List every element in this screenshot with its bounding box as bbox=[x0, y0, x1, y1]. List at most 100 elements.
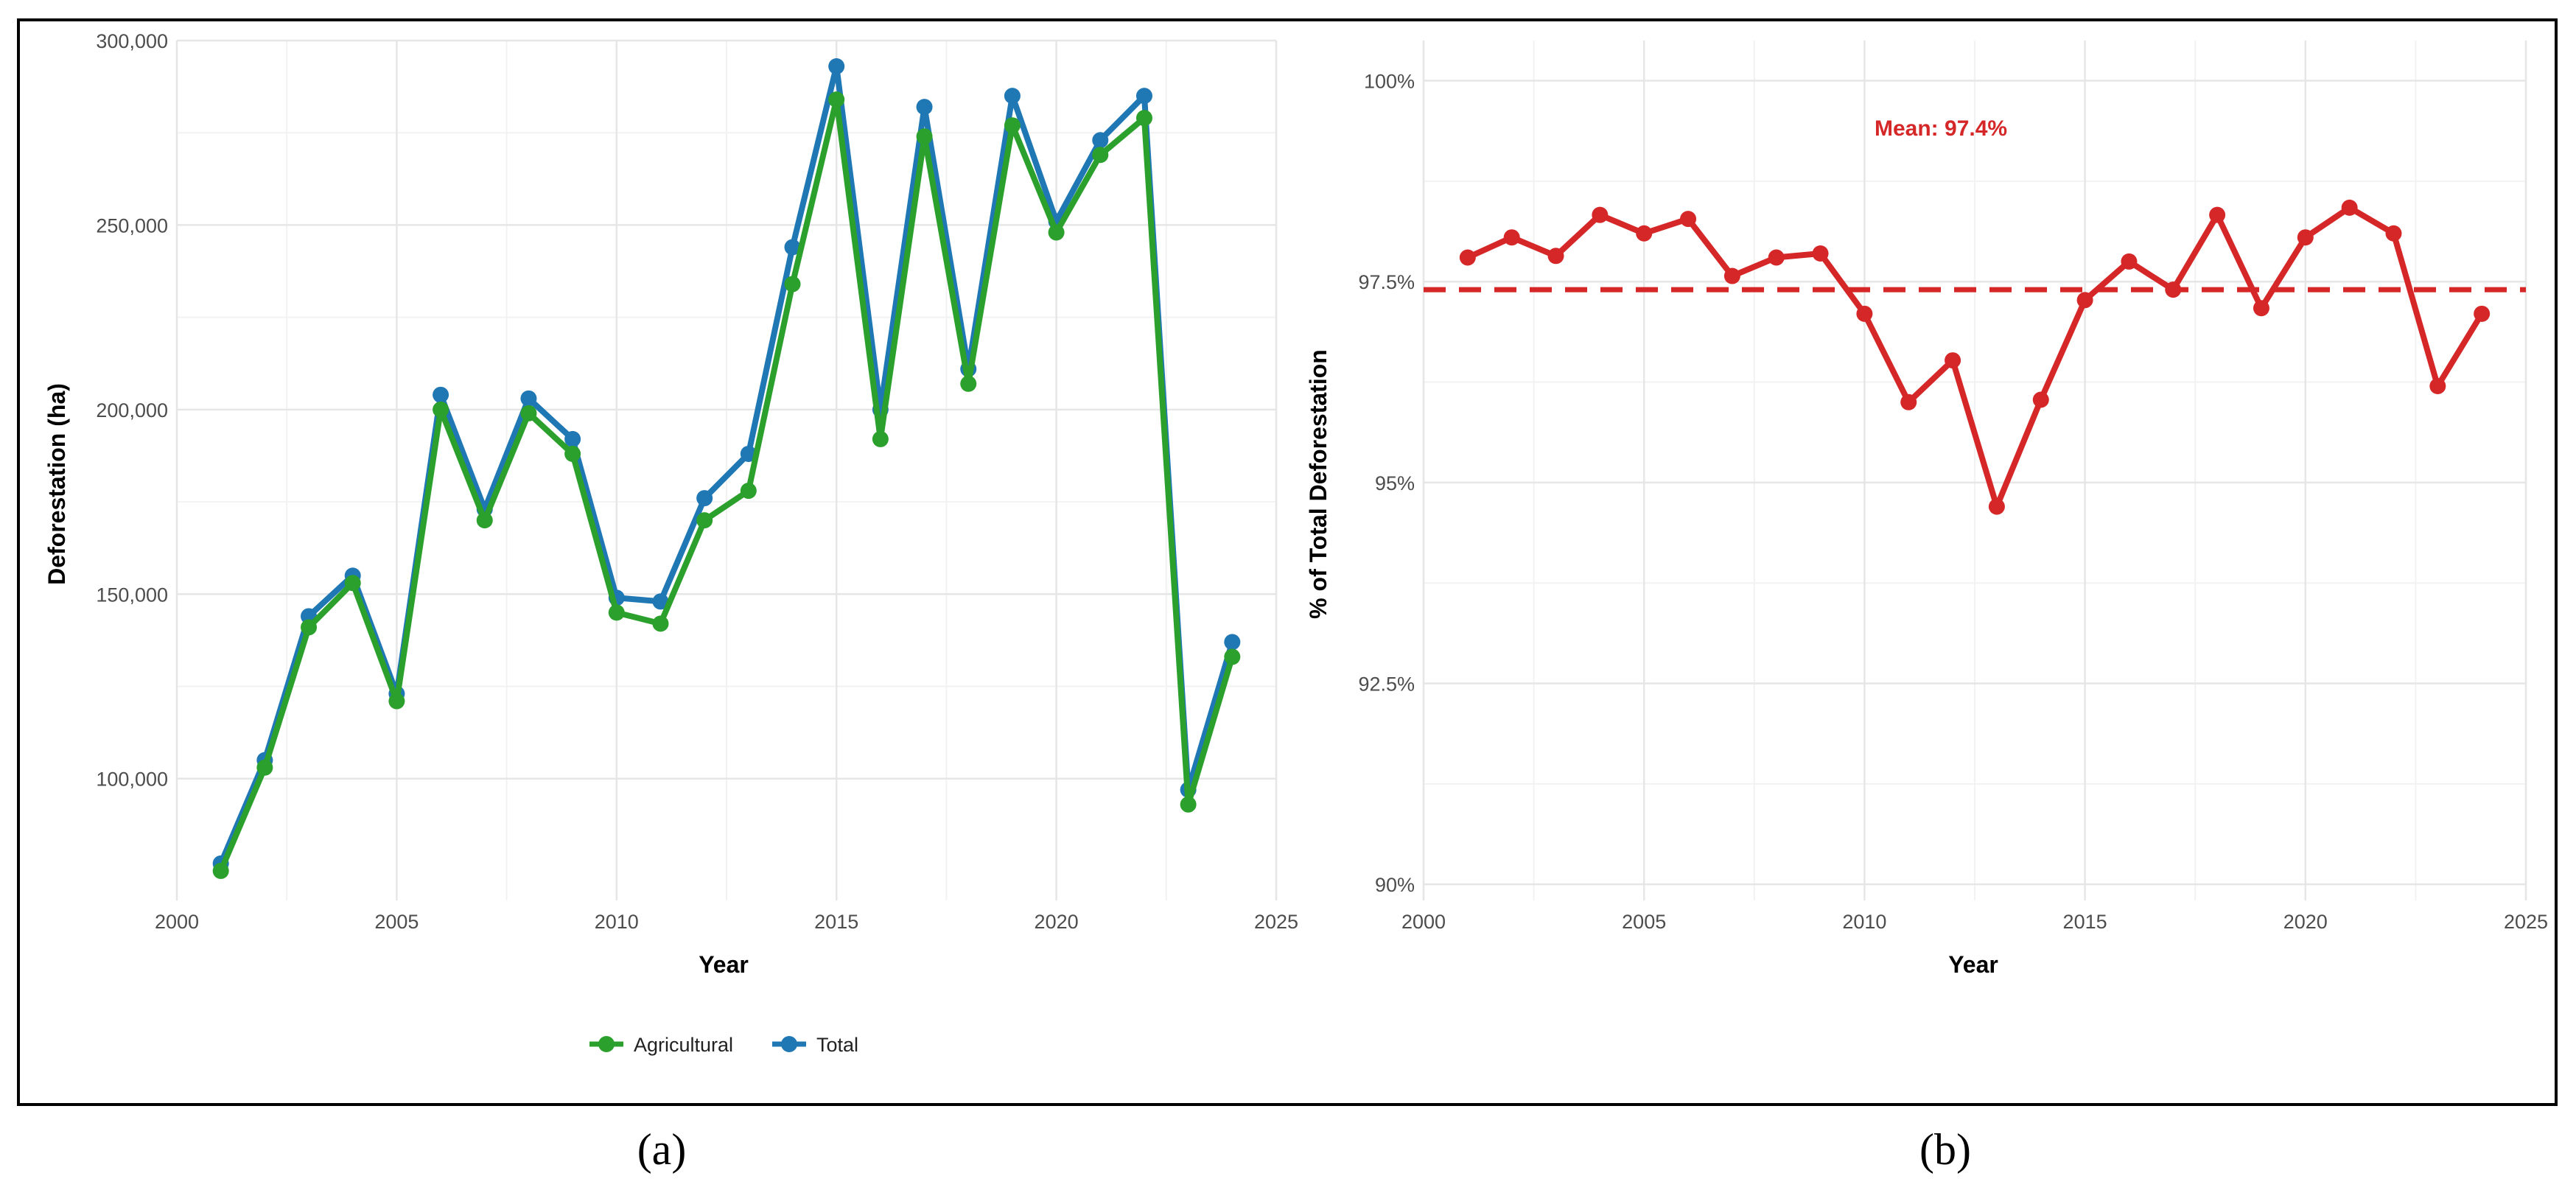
panel-a-y-tick-labels: 100,000 150,000 200,000 250,000 300,000 bbox=[96, 30, 168, 791]
panel-b-series-point bbox=[2209, 206, 2226, 223]
panel-a-agricultural-point bbox=[1004, 117, 1021, 134]
panel-b-series-point bbox=[2341, 199, 2358, 216]
panel-b-x-tick-labels: 2000 2005 2010 2015 2020 2025 bbox=[1401, 911, 2548, 933]
panel-b-mean-annotation: Mean: 97.4% bbox=[1875, 116, 2007, 141]
panel-b-series-point bbox=[1636, 225, 1653, 242]
panel-b-series-point bbox=[1723, 267, 1740, 284]
panel-b-series-point bbox=[1680, 211, 1697, 228]
panel-a-total-point bbox=[828, 58, 845, 75]
panel-b-x-axis-title: Year bbox=[1948, 951, 1998, 978]
panel-b-y-tick-label: 92.5% bbox=[1358, 673, 1415, 696]
panel-a-agricultural-point bbox=[1135, 110, 1152, 127]
panel-b-y-tick-label: 97.5% bbox=[1358, 271, 1415, 293]
panel-b-series-point bbox=[2429, 377, 2446, 394]
panel-a-x-tick-labels: 2000 2005 2010 2015 2020 2025 bbox=[155, 911, 1298, 933]
panel-a-agricultural-point bbox=[608, 604, 625, 621]
panel-a-y-tick-label: 150,000 bbox=[96, 584, 168, 606]
panel-a-gridlines bbox=[175, 39, 1278, 900]
legend-agricultural-label: Agricultural bbox=[634, 1034, 733, 1056]
panel-b-x-tick-label: 2020 bbox=[2283, 911, 2328, 933]
panel-a-total-point bbox=[1004, 88, 1021, 105]
panel-a-agricultural-point bbox=[564, 445, 581, 462]
panel-a-x-tick-label: 2005 bbox=[374, 911, 419, 933]
panel-b-series-point bbox=[1945, 352, 1961, 369]
panel-b-series-point bbox=[2076, 292, 2093, 309]
panel-a-agricultural-point bbox=[256, 759, 273, 776]
figure-frame bbox=[17, 18, 2558, 1106]
panel-b-y-tick-labels: 90% 92.5% 95% 97.5% 100% bbox=[1358, 71, 1415, 897]
panel-b-series-point bbox=[1900, 393, 1917, 410]
panel-a-x-tick-label: 2025 bbox=[1254, 911, 1298, 933]
panel-b-gridlines bbox=[1422, 41, 2527, 900]
panel-b-x-tick-label: 2005 bbox=[1622, 911, 1666, 933]
panel-a-agricultural-point bbox=[344, 575, 361, 592]
panel-b-series-point bbox=[2121, 253, 2138, 270]
panel-a-total-point bbox=[916, 99, 933, 116]
panel-b-series-point bbox=[2165, 281, 2182, 298]
panel-b-x-tick-label: 2025 bbox=[2504, 911, 2548, 933]
panel-a-y-tick-label: 100,000 bbox=[96, 769, 168, 791]
panel-a-x-tick-label: 2020 bbox=[1035, 911, 1079, 933]
panel-label-a: (a) bbox=[637, 1125, 687, 1174]
panel-b-x-tick-label: 2010 bbox=[1842, 911, 1886, 933]
panel-a-x-tick-label: 2000 bbox=[155, 911, 199, 933]
panel-b-series-point bbox=[1547, 248, 1564, 265]
panel-b-series-point bbox=[2253, 300, 2269, 317]
panel-b-y-axis-title: % of Total Deforestation bbox=[1305, 349, 1331, 619]
legend-total-marker bbox=[781, 1036, 797, 1052]
panel-a-agricultural-point bbox=[1092, 147, 1109, 164]
legend-item-agricultural: Agricultural bbox=[589, 1034, 733, 1056]
panel-a-agricultural-point bbox=[433, 401, 449, 418]
panel-a-agricultural-point bbox=[1048, 224, 1065, 241]
panel-a-total-point bbox=[433, 386, 449, 403]
panel-b-x-tick-label: 2000 bbox=[1401, 911, 1446, 933]
panel-a-agricultural-point bbox=[520, 405, 537, 421]
panel-a-agricultural-point bbox=[212, 862, 229, 879]
panel-b-series-point bbox=[1459, 249, 1476, 266]
panel-b-series-point bbox=[2297, 229, 2314, 246]
panel-b-series-point bbox=[1503, 229, 1520, 246]
panel-a-total-point bbox=[1135, 88, 1152, 105]
panel-a-agricultural-point bbox=[1224, 648, 1241, 665]
panel-a-total-point bbox=[1224, 634, 1241, 651]
panel-b-series-point bbox=[1768, 249, 1785, 266]
panel-b-y-tick-label: 95% bbox=[1375, 472, 1415, 494]
panel-a-total-point bbox=[696, 490, 713, 507]
legend-total-label: Total bbox=[816, 1034, 858, 1056]
panel-a-agricultural-point bbox=[872, 430, 889, 447]
panel-a-series bbox=[212, 58, 1241, 879]
panel-a-agricultural-point bbox=[696, 512, 713, 529]
panel-b-series bbox=[1459, 199, 2491, 515]
panel-b-series-point bbox=[1592, 206, 1609, 223]
panel-a-total-point bbox=[520, 390, 537, 407]
panel-label-b: (b) bbox=[1919, 1125, 1971, 1174]
panel-a-agricultural-point bbox=[301, 619, 318, 636]
panel-a-chart: 100,000 150,000 200,000 250,000 300,000 2000… bbox=[43, 30, 1298, 1056]
panel-a-agricultural-point bbox=[652, 615, 669, 632]
panel-b-x-tick-label: 2015 bbox=[2063, 911, 2107, 933]
panel-a-total-point bbox=[784, 239, 801, 256]
panel-a-y-tick-label: 200,000 bbox=[96, 399, 168, 421]
panel-a-agricultural-point bbox=[476, 512, 493, 529]
panel-a-total-point bbox=[564, 430, 581, 447]
panel-a-agricultural-line bbox=[217, 97, 1236, 874]
panel-a-agricultural-point bbox=[916, 128, 933, 145]
legend-agricultural-marker bbox=[598, 1036, 615, 1052]
panel-a-x-tick-label: 2015 bbox=[814, 911, 858, 933]
panel-a-agricultural-point bbox=[784, 276, 801, 293]
panel-b-y-tick-label: 90% bbox=[1375, 874, 1415, 896]
panel-a-agricultural-point bbox=[740, 483, 757, 500]
panel-a-agricultural-point bbox=[960, 375, 977, 392]
panel-a-x-tick-label: 2010 bbox=[595, 911, 639, 933]
panel-b-series-point bbox=[2474, 305, 2491, 322]
panel-a-y-tick-label: 250,000 bbox=[96, 214, 168, 237]
panel-a-y-axis-title: Deforestation (ha) bbox=[43, 383, 70, 585]
panel-b-chart: 90% 92.5% 95% 97.5% 100% 2000 2005 2010 2015 202… bbox=[1305, 41, 2548, 978]
panel-b-series-point bbox=[1856, 305, 1873, 322]
legend-item-total: Total bbox=[772, 1034, 858, 1056]
panel-b-series-point bbox=[2385, 225, 2402, 242]
panel-a-x-axis-title: Year bbox=[699, 951, 749, 978]
panel-a-y-tick-label: 300,000 bbox=[96, 30, 168, 52]
panel-a-total-point bbox=[1092, 132, 1109, 149]
